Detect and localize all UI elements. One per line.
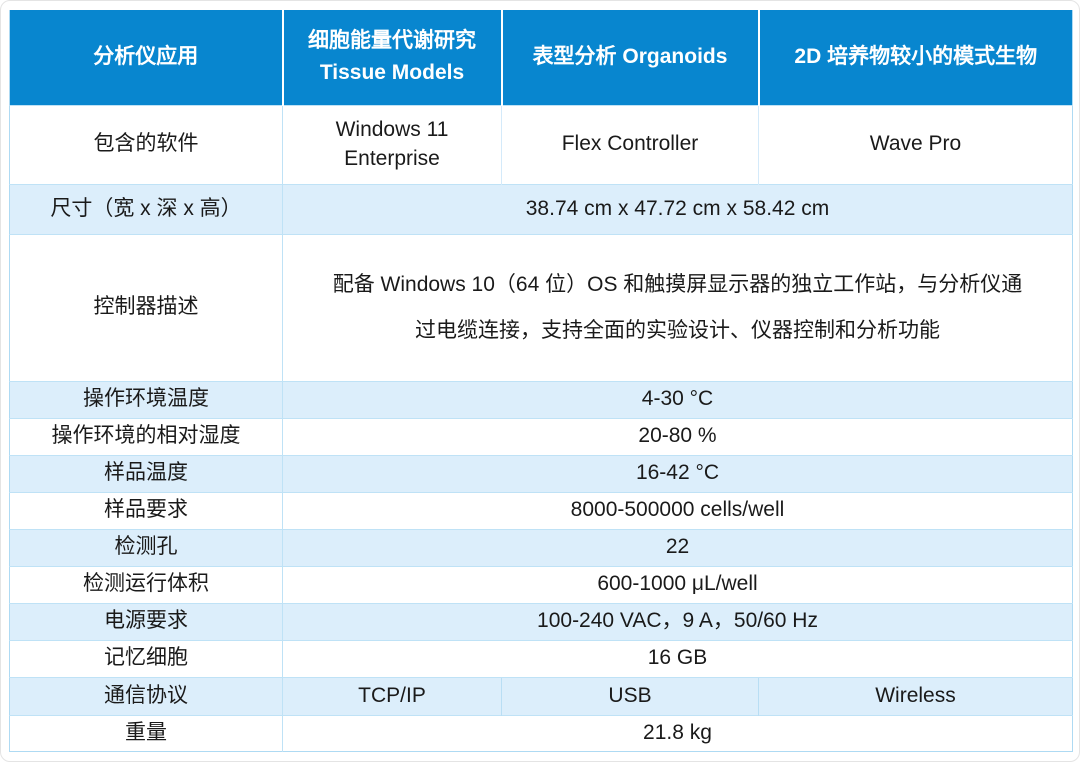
communication-2d-value: Wireless xyxy=(758,676,1073,715)
software-organoids-value: Flex Controller xyxy=(501,104,759,184)
row-label: 包含的软件 xyxy=(9,104,283,184)
sample-temperature-value: 16-42 °C xyxy=(282,454,1073,492)
detection-wells-value: 22 xyxy=(282,528,1073,566)
row-power-requirement: 电源要求 100-240 VAC，9 A，50/60 Hz xyxy=(9,602,1073,640)
software-2d-value: Wave Pro xyxy=(758,104,1073,184)
header-tissue-line1: 细胞能量代谢研究 xyxy=(308,28,476,52)
row-label: 尺寸（宽 x 深 x 高） xyxy=(9,183,283,234)
row-included-software: 包含的软件 Windows 11 Enterprise Flex Control… xyxy=(9,104,1073,184)
header-2d-cultures: 2D 培养物较小的模式生物 xyxy=(757,10,1073,105)
row-label: 操作环境的相对湿度 xyxy=(9,417,283,455)
header-organoids: 表型分析 Organoids xyxy=(500,10,759,105)
analyzer-spec-table: 分析仪应用 细胞能量代谢研究 Tissue Models 表型分析 Organo… xyxy=(9,10,1073,752)
software-tissue-value: Windows 11 Enterprise xyxy=(282,104,502,184)
communication-tissue-value: TCP/IP xyxy=(282,676,502,715)
row-dimensions: 尺寸（宽 x 深 x 高） 38.74 cm x 47.72 cm x 58.4… xyxy=(9,183,1073,234)
run-volume-value: 600-1000 μL/well xyxy=(282,565,1073,603)
operating-temperature-value: 4-30 °C xyxy=(282,380,1073,418)
row-sample-requirement: 样品要求 8000-500000 cells/well xyxy=(9,491,1073,529)
row-label: 检测运行体积 xyxy=(9,565,283,603)
dimensions-value: 38.74 cm x 47.72 cm x 58.42 cm xyxy=(282,183,1073,234)
power-requirement-value: 100-240 VAC，9 A，50/60 Hz xyxy=(282,602,1073,640)
row-weight: 重量 21.8 kg xyxy=(9,714,1073,751)
header-tissue-models: 细胞能量代谢研究 Tissue Models xyxy=(281,10,502,105)
sample-requirement-value: 8000-500000 cells/well xyxy=(282,491,1073,529)
row-operating-temperature: 操作环境温度 4-30 °C xyxy=(9,380,1073,418)
header-application: 分析仪应用 xyxy=(9,10,283,105)
row-label: 样品要求 xyxy=(9,491,283,529)
row-label: 操作环境温度 xyxy=(9,380,283,418)
row-relative-humidity: 操作环境的相对湿度 20-80 % xyxy=(9,417,1073,455)
row-label: 通信协议 xyxy=(9,676,283,715)
controller-description-value: 配备 Windows 10（64 位）OS 和触摸屏显示器的独立工作站，与分析仪… xyxy=(282,233,1073,381)
row-controller-description: 控制器描述 配备 Windows 10（64 位）OS 和触摸屏显示器的独立工作… xyxy=(9,233,1073,381)
table-header-row: 分析仪应用 细胞能量代谢研究 Tissue Models 表型分析 Organo… xyxy=(9,10,1073,105)
relative-humidity-value: 20-80 % xyxy=(282,417,1073,455)
row-memory: 记忆细胞 16 GB xyxy=(9,639,1073,677)
row-label: 记忆细胞 xyxy=(9,639,283,677)
row-run-volume: 检测运行体积 600-1000 μL/well xyxy=(9,565,1073,603)
header-tissue-line2: Tissue Models xyxy=(319,61,465,85)
row-label: 控制器描述 xyxy=(9,233,283,381)
row-detection-wells: 检测孔 22 xyxy=(9,528,1073,566)
row-sample-temperature: 样品温度 16-42 °C xyxy=(9,454,1073,492)
row-label: 检测孔 xyxy=(9,528,283,566)
row-label: 样品温度 xyxy=(9,454,283,492)
row-label: 电源要求 xyxy=(9,602,283,640)
controller-description-text: 配备 Windows 10（64 位）OS 和触摸屏显示器的独立工作站，与分析仪… xyxy=(332,273,1023,342)
memory-value: 16 GB xyxy=(282,639,1073,677)
row-label: 重量 xyxy=(9,714,283,751)
row-communication-protocol: 通信协议 TCP/IP USB Wireless xyxy=(9,676,1073,715)
weight-value: 21.8 kg xyxy=(282,714,1073,751)
communication-organoids-value: USB xyxy=(501,676,759,715)
